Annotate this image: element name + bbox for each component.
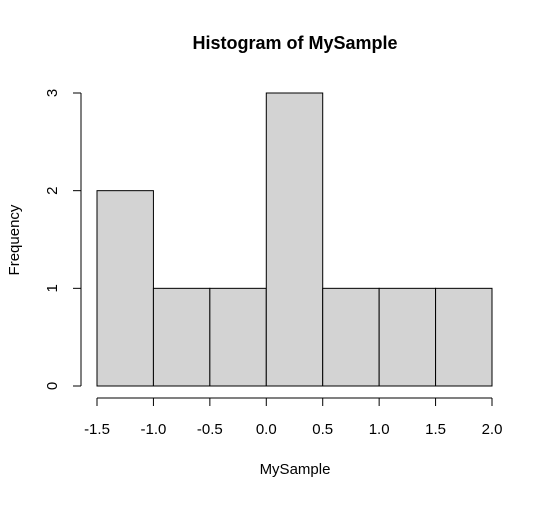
histogram-bar xyxy=(96,190,154,387)
y-tick-label: 1 xyxy=(44,284,61,292)
x-tick-label: -0.5 xyxy=(197,421,223,438)
x-tick-label: -1.0 xyxy=(140,421,166,438)
histogram-bar xyxy=(209,287,267,387)
x-axis-label: MySample xyxy=(260,461,331,478)
x-tick-label: 2.0 xyxy=(482,421,503,438)
x-tick-label: 1.0 xyxy=(369,421,390,438)
histogram-bar xyxy=(322,287,380,387)
x-tick-label: 0.0 xyxy=(256,421,277,438)
y-tick-label: 0 xyxy=(44,382,61,390)
histogram-bar xyxy=(152,287,211,387)
x-tick-label: 1.5 xyxy=(425,421,446,438)
histogram-bar xyxy=(435,287,493,387)
bars-group xyxy=(96,92,493,387)
x-tick-label: -1.5 xyxy=(84,421,110,438)
histogram-bar xyxy=(265,92,324,387)
x-axis: -1.5 -1.0 -0.5 0.0 0.5 1.0 1.5 2.0 xyxy=(84,397,503,438)
y-tick-label: 3 xyxy=(44,89,61,97)
chart-title: Histogram of MySample xyxy=(192,33,397,53)
y-axis: 0 1 2 3 xyxy=(44,89,82,390)
x-tick-label: 0.5 xyxy=(312,421,333,438)
y-tick-label: 2 xyxy=(44,186,61,194)
histogram-bar xyxy=(378,287,437,387)
y-axis-label: Frequency xyxy=(6,204,23,275)
